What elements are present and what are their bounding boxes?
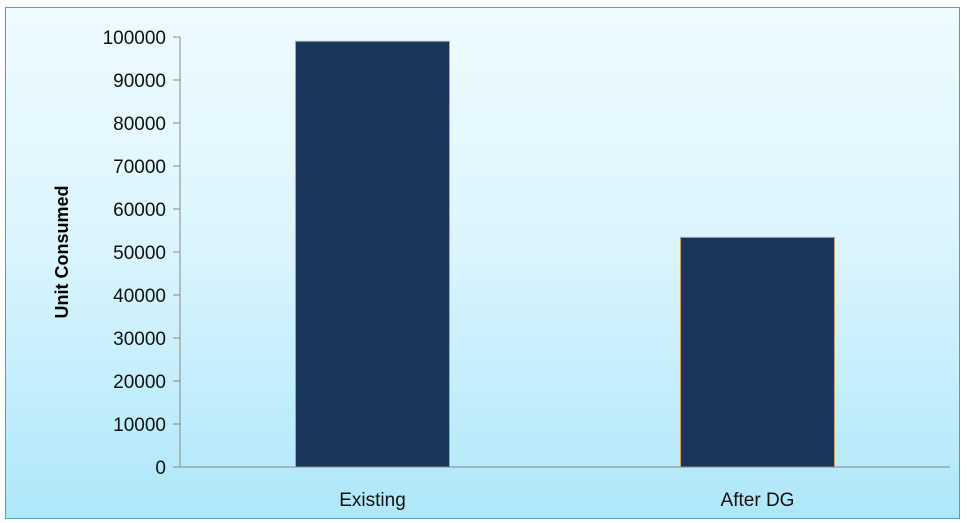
y-tick-label: 100000 — [103, 28, 166, 49]
x-category-label: Existing — [339, 490, 406, 511]
y-tick-label: 60000 — [113, 200, 166, 221]
x-axis-labels: Existing After DG — [339, 490, 794, 511]
y-tick-label: 40000 — [113, 286, 166, 307]
y-tick-label: 90000 — [113, 71, 166, 92]
bar-after-dg — [680, 236, 835, 468]
y-tick-label: 30000 — [113, 329, 166, 350]
y-axis-title: Unit Consumed — [52, 186, 72, 319]
y-tick-label: 10000 — [113, 415, 166, 436]
y-tick-label: 50000 — [113, 243, 166, 264]
y-tick-label: 70000 — [113, 157, 166, 178]
bar-existing — [295, 40, 450, 468]
y-tick-label: 20000 — [113, 372, 166, 393]
y-tick-label: 0 — [155, 458, 166, 479]
y-axis-ticks: 0 10000 20000 30000 40000 50000 60000 70000 8000… — [103, 28, 180, 479]
bars — [295, 40, 835, 468]
x-category-label: After DG — [721, 490, 795, 511]
y-tick-label: 80000 — [113, 114, 166, 135]
